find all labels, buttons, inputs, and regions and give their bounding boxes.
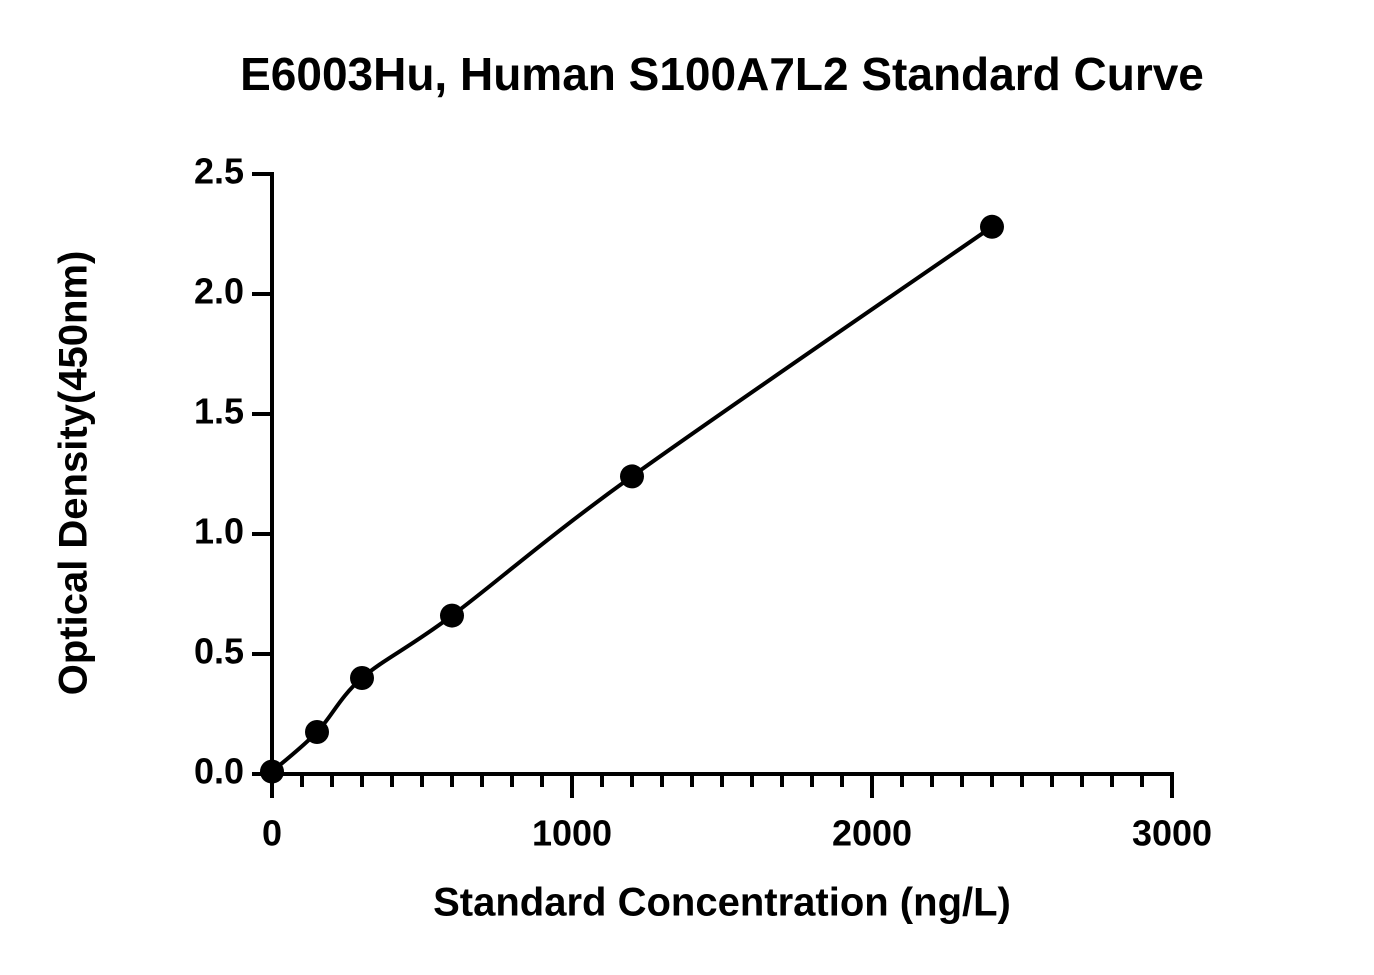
x-tick-label: 0 xyxy=(262,813,282,854)
y-axis-label: Optical Density(450nm) xyxy=(52,251,96,696)
x-tick-label: 3000 xyxy=(1132,813,1212,854)
chart-title: E6003Hu, Human S100A7L2 Standard Curve xyxy=(240,48,1204,100)
data-point xyxy=(260,759,284,784)
x-tick-label: 2000 xyxy=(832,813,912,854)
y-tick-label: 0.5 xyxy=(194,631,244,672)
x-axis-label: Standard Concentration (ng/L) xyxy=(433,881,1011,925)
y-tick-label: 1.5 xyxy=(194,391,244,432)
y-tick-label: 2.5 xyxy=(194,151,244,192)
x-tick-label: 1000 xyxy=(532,813,612,854)
fit-curve xyxy=(270,225,994,774)
y-tick-label: 1.0 xyxy=(194,511,244,552)
y-tick-label: 2.0 xyxy=(194,271,244,312)
data-point xyxy=(305,720,329,744)
data-point xyxy=(620,464,644,489)
y-tick-label: 0.0 xyxy=(194,751,244,792)
data-point xyxy=(980,214,1004,239)
data-point xyxy=(350,666,374,690)
data-point xyxy=(440,603,464,628)
